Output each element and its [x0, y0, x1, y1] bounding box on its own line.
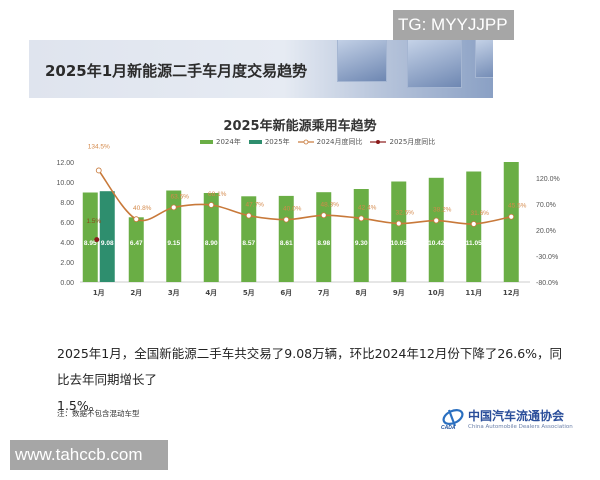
svg-text:CADA: CADA: [441, 425, 456, 430]
y-axis-tick: 0.00: [60, 280, 74, 287]
legend-swatch-icon: [248, 140, 262, 144]
y-axis-tick: 6.00: [60, 220, 74, 227]
bar-2024: [128, 217, 144, 282]
bar-2024: [166, 190, 182, 282]
combo-chart: 0.00 2.00 4.00 6.00 8.00 10.00 12.00 -80.0% -30.…: [56, 143, 560, 297]
x-axis-label: 4月: [205, 289, 217, 297]
svg-text:9.08: 9.08: [101, 240, 114, 247]
y-axis-tick: 12.00: [56, 160, 74, 167]
x-axis-label: 3月: [168, 289, 180, 297]
y2-axis-tick: 70.0%: [536, 202, 556, 209]
y2-axis-tick: -80.0%: [536, 280, 558, 287]
cada-logo: CADA 中国汽车流通协会 China Automobile Dealers A…: [440, 407, 573, 431]
svg-text:10.05: 10.05: [391, 240, 408, 247]
x-axis-label: 1月: [93, 289, 105, 297]
banner-decoration: [323, 40, 493, 98]
svg-text:8.57: 8.57: [242, 240, 255, 247]
legend-line-marker-icon: [297, 139, 314, 145]
x-axis-label: 11月: [465, 289, 482, 297]
chart-title: 2025年新能源乘用车趋势: [223, 119, 377, 134]
svg-text:40.0%: 40.0%: [283, 206, 302, 213]
x-axis-label: 7月: [318, 289, 330, 297]
bar-2025: [99, 191, 115, 282]
bar-2024: [428, 177, 444, 282]
page-title: 2025年1月新能源二手车月度交易趋势: [45, 62, 308, 80]
y-axis-tick: 10.00: [56, 180, 74, 187]
y2-axis-tick: 20.0%: [536, 228, 556, 235]
svg-text:68.1%: 68.1%: [208, 191, 227, 198]
svg-text:134.5%: 134.5%: [88, 143, 110, 150]
legend-2024: 2024年: [200, 137, 241, 147]
y-axis-tick: 8.00: [60, 200, 74, 207]
bar-2024: [278, 195, 294, 282]
chart-legend: 2024年 2025年 2024月度同比 2025月度同比: [200, 137, 435, 147]
header-banner: 2025年1月新能源二手车月度交易趋势: [29, 40, 493, 98]
bar-2024: [203, 193, 219, 282]
svg-text:1.5%: 1.5%: [86, 218, 101, 225]
x-axis-label: 9月: [393, 289, 405, 297]
bar-2024: [82, 192, 98, 282]
summary-text: 2025年1月，全国新能源二手车共交易了9.08万辆，环比2024年12月份下降…: [57, 346, 563, 413]
svg-text:8.90: 8.90: [205, 240, 218, 247]
watermark-bottom-left: www.tahccb.com: [10, 440, 168, 470]
cada-logo-icon: CADA: [440, 408, 464, 431]
svg-text:31.6%: 31.6%: [471, 210, 490, 217]
svg-text:32.5%: 32.5%: [396, 210, 415, 217]
y2-axis-tick: 120.0%: [536, 176, 560, 183]
svg-text:9.30: 9.30: [355, 240, 368, 247]
x-axis-label: 8月: [355, 289, 367, 297]
line-2024-yoy: [98, 169, 512, 225]
svg-text:8.95: 8.95: [84, 240, 97, 247]
svg-text:8.98: 8.98: [317, 240, 330, 247]
svg-text:45.5%: 45.5%: [508, 203, 527, 210]
svg-text:10.42: 10.42: [428, 240, 445, 247]
bar-2024: [241, 196, 257, 282]
legend-line-marker-icon: [370, 140, 387, 144]
x-axis-label: 6月: [280, 289, 292, 297]
svg-text:42.4%: 42.4%: [358, 204, 377, 211]
footnote: 注：数据不包含混动车型: [57, 409, 140, 418]
legend-2025: 2025年: [248, 137, 290, 147]
x-axis-label: 10月: [428, 289, 445, 297]
legend-swatch-icon: [200, 140, 213, 144]
legend-2024-yoy: 2024月度同比: [297, 137, 362, 147]
point-2025-yoy: [94, 237, 100, 243]
bar-2024: [391, 181, 407, 282]
legend-2025-yoy: 2025月度同比: [370, 137, 435, 147]
x-axis-label: 2月: [130, 289, 142, 297]
svg-text:40.8%: 40.8%: [133, 205, 152, 212]
svg-text:9.15: 9.15: [167, 240, 180, 247]
svg-text:8.61: 8.61: [280, 240, 293, 247]
x-axis-label: 12月: [503, 289, 520, 297]
svg-text:48.3%: 48.3%: [321, 201, 340, 208]
x-axis-label: 5月: [243, 289, 255, 297]
y-axis-tick: 2.00: [60, 260, 74, 267]
svg-text:6.47: 6.47: [130, 240, 143, 247]
svg-text:11.05: 11.05: [466, 240, 482, 247]
bar-2024: [503, 162, 519, 282]
svg-text:47.7%: 47.7%: [246, 202, 265, 209]
svg-text:38.2%: 38.2%: [433, 207, 452, 214]
y-axis-tick: 4.00: [60, 240, 74, 247]
svg-text:63.5%: 63.5%: [171, 193, 190, 200]
y2-axis-tick: -30.0%: [536, 254, 558, 261]
watermark-top-right: TG: MYYJJPP: [393, 10, 514, 40]
bar-2024: [353, 189, 369, 282]
